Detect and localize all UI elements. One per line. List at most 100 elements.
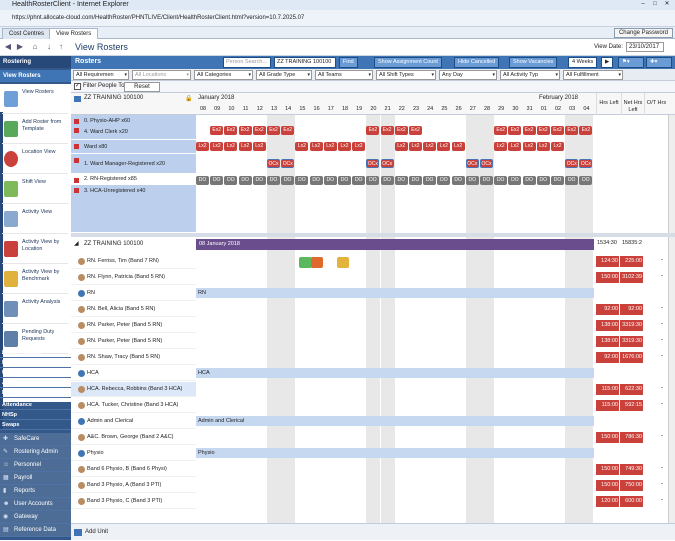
lock-icon[interactable]: 🔒 — [185, 96, 193, 102]
shift-cell[interactable]: OCx — [267, 159, 280, 168]
shift-cell[interactable]: OCx — [480, 159, 493, 168]
shift-cell[interactable]: Ex2 — [267, 126, 280, 135]
shift-cell[interactable]: DO — [423, 176, 437, 185]
person-row[interactable]: Band 6 Physio, B (Band 6 Physi) — [71, 462, 196, 477]
sidebar-section-view-rosters[interactable]: View Rosters — [0, 70, 71, 82]
shift-cell[interactable]: Lx2 — [522, 142, 536, 151]
filter-activity-type[interactable]: All Activity Typ — [500, 70, 560, 80]
shift-cell[interactable]: DO — [536, 176, 550, 185]
filter-grade-type[interactable]: All Grade Type — [256, 70, 312, 80]
unit-select[interactable]: ZZ TRAINING 100100 — [274, 57, 336, 68]
shift-block-orange[interactable] — [311, 257, 323, 268]
requirement-row-rn[interactable]: 2. RN-Registered x85 — [71, 174, 196, 185]
shift-cell[interactable]: Ex2 — [394, 126, 408, 135]
shift-cell[interactable]: Lx2 — [210, 142, 224, 151]
shift-cell[interactable]: DO — [295, 176, 309, 185]
shift-cell[interactable]: OCx — [380, 159, 394, 168]
shift-block-green[interactable] — [299, 257, 312, 268]
address-bar[interactable]: https://phnt.allocate-cloud.com/HealthRo… — [0, 10, 675, 27]
filter-locations[interactable]: All Locations — [132, 70, 191, 80]
shift-cell[interactable]: Ex2 — [210, 126, 224, 135]
forward-icon[interactable]: ▶ — [16, 42, 24, 51]
filter-requirements[interactable]: All Requiremen — [73, 70, 129, 80]
down-arrow-icon[interactable]: ↓ — [47, 42, 51, 51]
group-row[interactable]: HCA — [71, 366, 196, 381]
shift-cell[interactable]: Ex2 — [579, 126, 593, 135]
shift-cell[interactable]: OCx — [565, 159, 579, 168]
shift-cell[interactable]: Ex2 — [565, 126, 579, 135]
view-date-input[interactable]: 23/10/2017 — [626, 42, 664, 52]
shift-cell[interactable]: DO — [323, 176, 337, 185]
shift-cell[interactable]: DO — [196, 176, 209, 185]
close-icon[interactable]: ✕ — [664, 1, 670, 7]
sidebar-item-add-roster[interactable]: Add Roster from Template — [2, 114, 68, 144]
sidebar-section-swaps[interactable]: Swaps — [0, 421, 71, 430]
sidebar-item-activity-analysis[interactable]: Activity Analysis — [2, 294, 68, 324]
module-gateway[interactable]: ◉ Gateway — [0, 511, 71, 524]
shift-cell[interactable]: DO — [210, 176, 224, 185]
requirement-row-ward[interactable]: Ward x80 — [71, 140, 196, 154]
up-arrow-icon[interactable]: ↑ — [59, 42, 63, 51]
shift-cell[interactable]: DO — [252, 176, 266, 185]
shift-cell[interactable]: Lx2 — [196, 142, 209, 151]
settings-menu-button[interactable]: ✚▾ — [646, 57, 672, 68]
shift-cell[interactable]: Lx2 — [238, 142, 252, 151]
requirement-row-hca[interactable]: 3. HCA-Unregistered x40 — [71, 185, 196, 233]
person-row[interactable]: RN. Bell, Alicia (Band 5 RN) — [71, 302, 196, 317]
shift-cell[interactable]: Ex2 — [366, 126, 380, 135]
shift-cell[interactable]: Lx2 — [352, 142, 366, 151]
shift-cell[interactable]: DO — [394, 176, 408, 185]
module-safecare[interactable]: ✚ SafeCare — [0, 433, 71, 446]
shift-cell[interactable]: DO — [366, 176, 380, 185]
shift-cell[interactable]: DO — [238, 176, 252, 185]
shift-cell[interactable]: DO — [437, 176, 451, 185]
shift-cell[interactable]: Ex2 — [252, 126, 266, 135]
shift-cell[interactable]: Ex2 — [522, 126, 536, 135]
shift-cell[interactable]: DO — [281, 176, 295, 185]
shift-cell[interactable]: Ex2 — [409, 126, 422, 135]
shift-cell[interactable]: Lx2 — [338, 142, 351, 151]
filter-people-checkbox[interactable]: ✓ — [74, 83, 81, 90]
sidebar-item-shift-view[interactable]: Shift View — [2, 174, 68, 204]
shift-cell[interactable]: DO — [409, 176, 422, 185]
filter-categories[interactable]: All Categories — [194, 70, 253, 80]
add-unit-button[interactable]: Add Unit — [85, 529, 109, 535]
module-payroll[interactable]: ▦ Payroll — [0, 472, 71, 485]
group-row[interactable]: RN — [71, 286, 196, 301]
minimize-icon[interactable]: – — [641, 1, 645, 7]
shift-cell[interactable]: Ex2 — [380, 126, 394, 135]
shift-cell[interactable]: Ex2 — [551, 126, 564, 135]
shift-cell[interactable]: DO — [494, 176, 508, 185]
sidebar-section-unavailability[interactable]: Unavailability — [0, 369, 71, 378]
shift-cell[interactable]: DO — [579, 176, 593, 185]
person-row[interactable]: RN. Parker, Peter (Band 5 RN) — [71, 334, 196, 349]
shift-cell[interactable]: Lx2 — [252, 142, 266, 151]
shift-cell[interactable]: DO — [267, 176, 280, 185]
shift-cell[interactable]: OCx — [366, 159, 380, 168]
shift-cell[interactable]: Lx2 — [551, 142, 564, 151]
shift-cell[interactable]: Ex2 — [281, 126, 295, 135]
shift-cell[interactable]: DO — [551, 176, 564, 185]
shift-cell[interactable]: Lx2 — [309, 142, 323, 151]
module-reference-data[interactable]: ▤ Reference Data — [0, 524, 71, 537]
module-user-accounts[interactable]: ☻ User Accounts — [0, 498, 71, 511]
shift-cell[interactable]: Lx2 — [423, 142, 437, 151]
shift-cell[interactable]: OCx — [579, 159, 593, 168]
sidebar-section-roster-stats[interactable]: Roster Stats — [0, 389, 71, 398]
filter-teams[interactable]: All Teams — [315, 70, 373, 80]
sidebar-item-view-rosters[interactable]: View Rosters — [2, 84, 68, 114]
shift-cell[interactable]: DO — [451, 176, 465, 185]
sidebar-section-daily-staffing[interactable]: Daily Staffing — [0, 359, 71, 368]
sidebar-section-attendance[interactable]: Attendance — [0, 401, 71, 410]
shift-cell[interactable]: Lx2 — [295, 142, 309, 151]
group-row[interactable]: Physio — [71, 446, 196, 461]
requirement-row-ward-manager[interactable]: 1. Ward Manager-Registered x20 — [71, 154, 196, 174]
shift-cell[interactable]: Ex2 — [238, 126, 252, 135]
tab-cost-centres[interactable]: Cost Centres — [2, 28, 52, 39]
sidebar-item-activity-view-location[interactable]: Activity View by Location — [2, 234, 68, 264]
find-button[interactable]: Find — [339, 57, 358, 68]
shift-cell[interactable]: DO — [309, 176, 323, 185]
shift-cell[interactable]: Lx2 — [394, 142, 408, 151]
bottom-scrollbar[interactable] — [668, 237, 675, 523]
shift-cell[interactable]: DO — [465, 176, 479, 185]
